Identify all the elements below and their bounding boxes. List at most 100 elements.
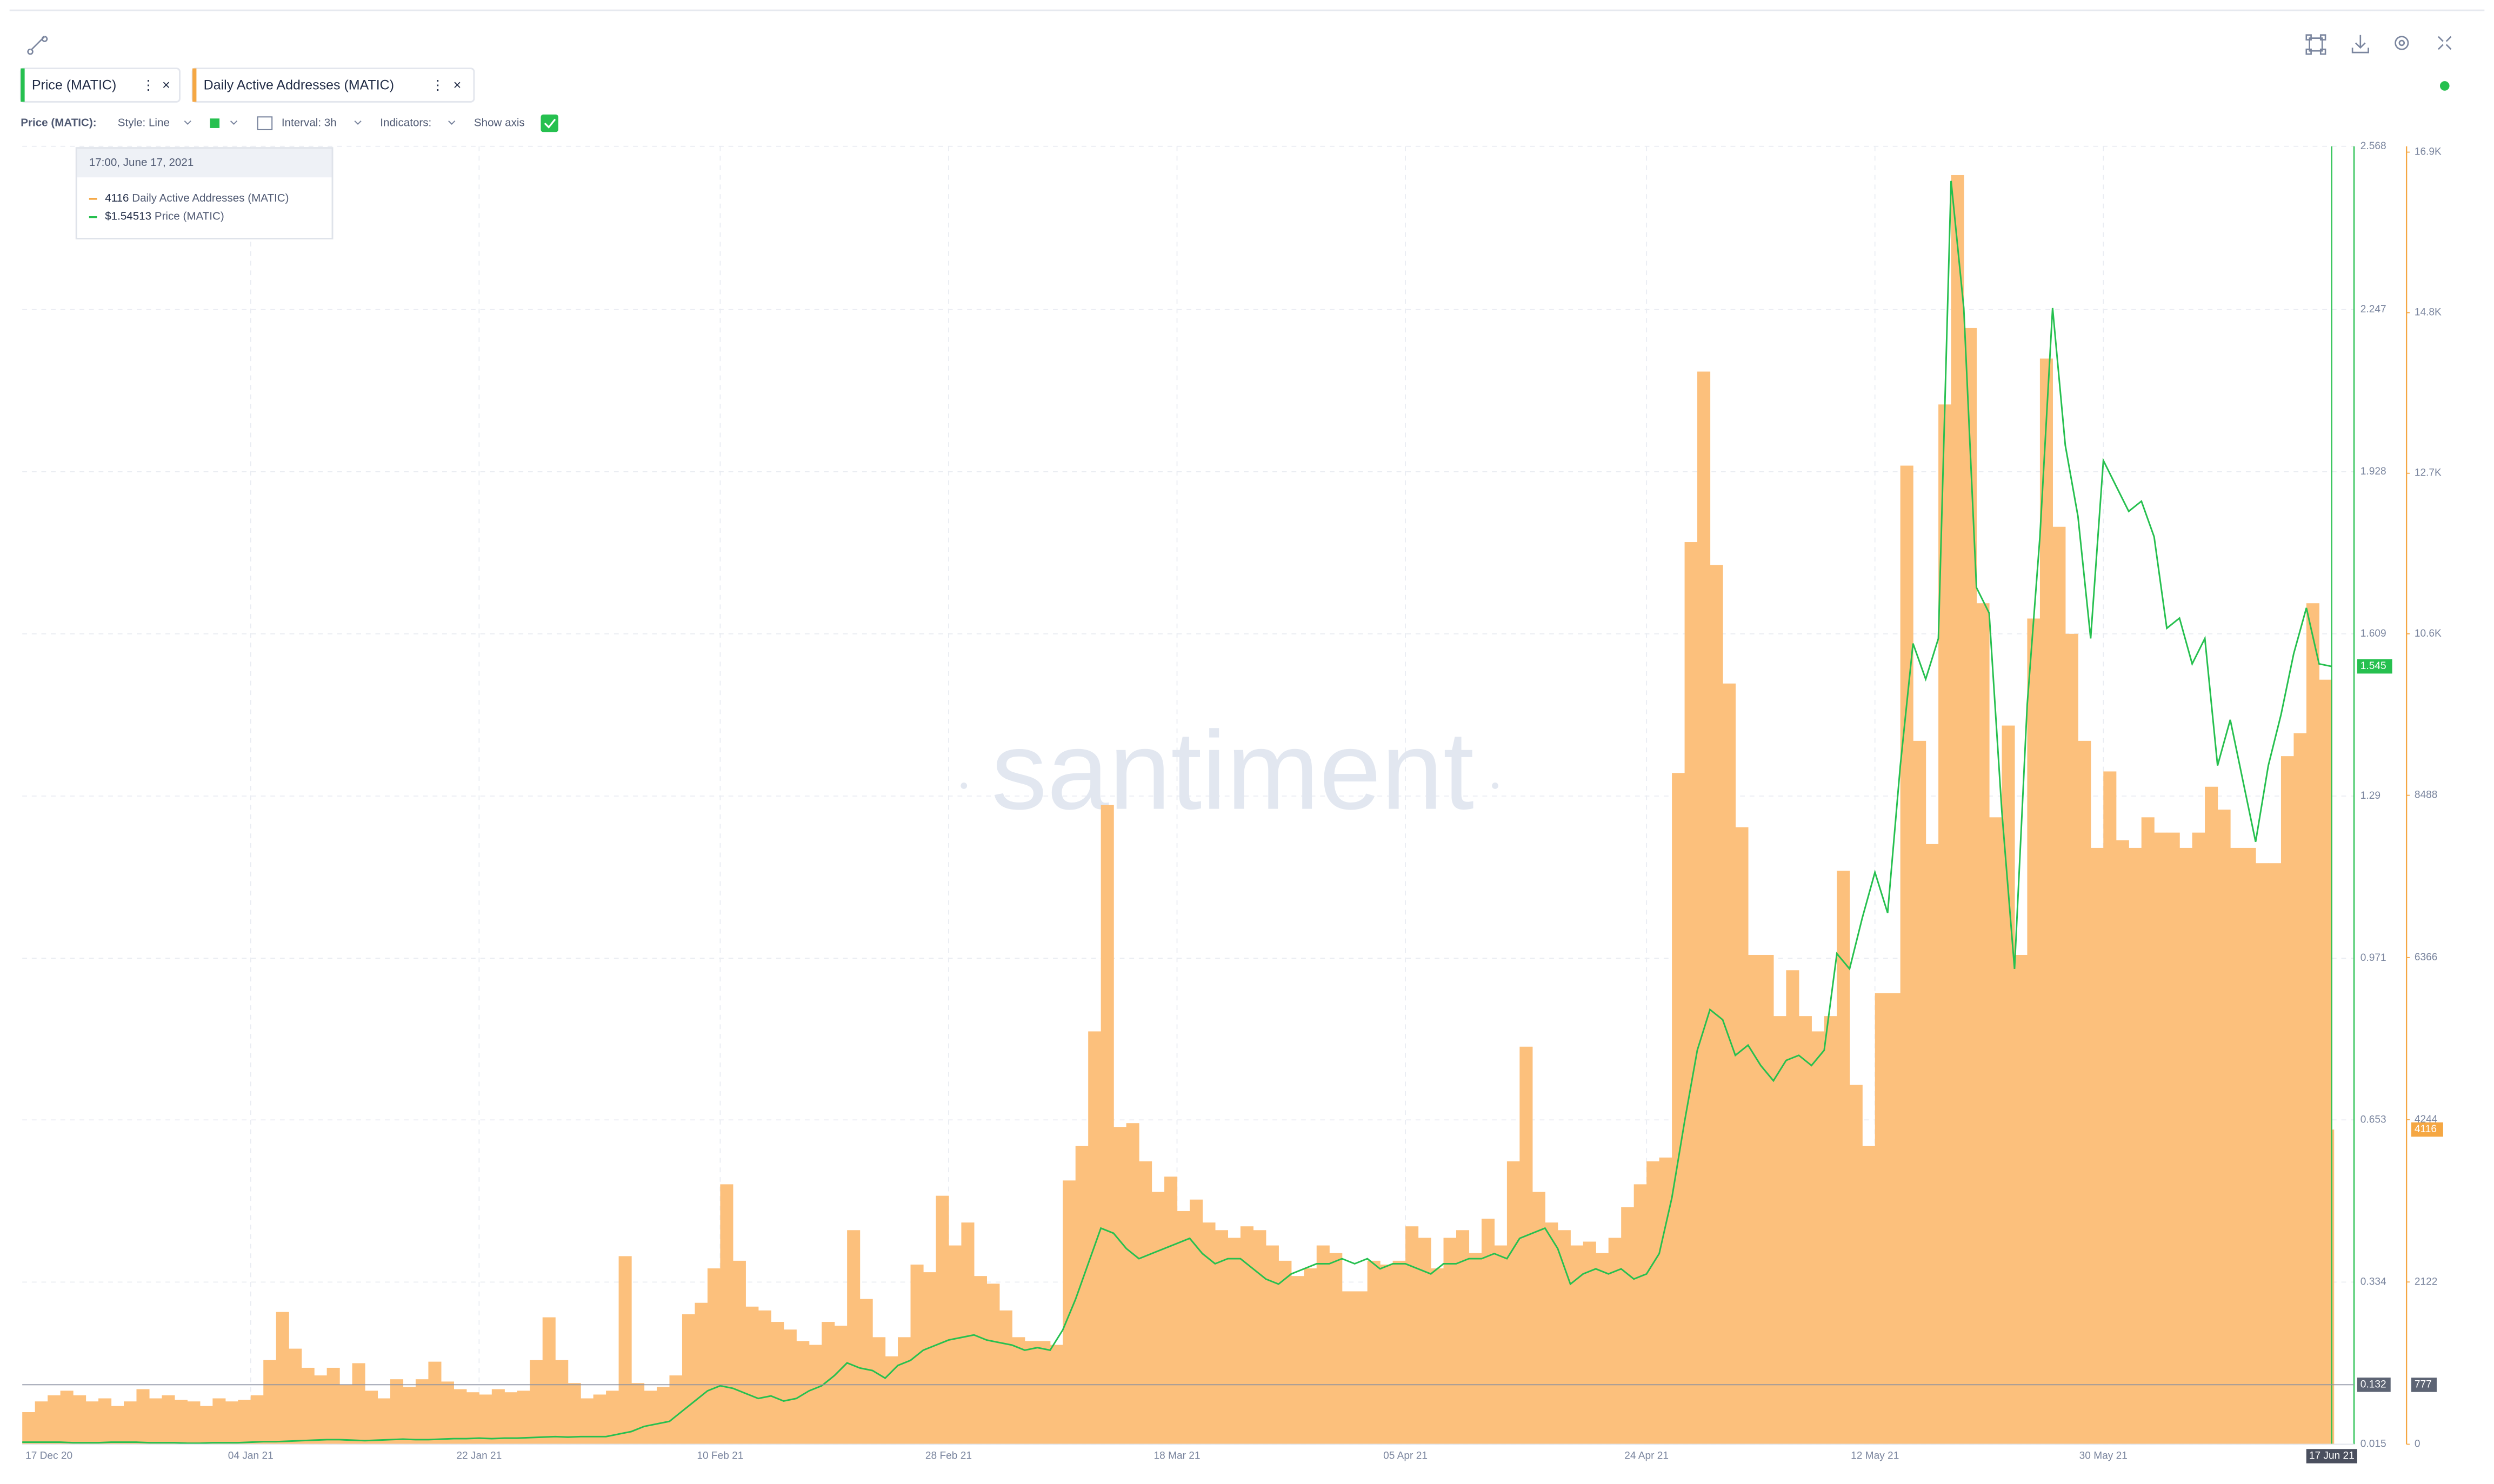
x-tick-label: 04 Jan 21 (228, 1450, 274, 1462)
bar (1304, 1268, 1317, 1445)
tooltip-row: $1.54513 Price (MATIC) (105, 210, 224, 223)
bar (1875, 993, 1888, 1445)
bar (2217, 810, 2231, 1445)
bar (326, 1367, 340, 1445)
live-dot (2439, 81, 2450, 91)
chip-close[interactable]: × (162, 78, 170, 93)
bar (1278, 1260, 1292, 1445)
bar (85, 1401, 99, 1445)
x-tick-label: 17 Dec 20 (25, 1450, 72, 1462)
bar (22, 1412, 36, 1445)
bar (872, 1337, 886, 1445)
bar (1329, 1253, 1343, 1445)
bar (1989, 817, 2003, 1445)
caret (184, 120, 191, 125)
bar (301, 1367, 315, 1445)
bar (2116, 840, 2129, 1445)
bar (2243, 847, 2256, 1445)
tooltip-time: 17:00, June 17, 2021 (89, 156, 194, 169)
bar (1786, 970, 1799, 1445)
bar (1748, 954, 1762, 1445)
bar (1862, 1146, 1876, 1445)
tooltip-row: 4116 Daily Active Addresses (MATIC) (105, 192, 289, 204)
bar (35, 1401, 48, 1445)
metric-chip[interactable]: Price (MATIC) ⋮ × (19, 68, 181, 103)
plot (22, 175, 2335, 1445)
color-select[interactable] (210, 118, 220, 128)
bar (1126, 1123, 1139, 1445)
bar (2103, 771, 2117, 1445)
style-select[interactable]: Style: Line (118, 117, 170, 129)
chip-color (21, 68, 25, 102)
bar (1050, 1345, 1063, 1445)
draw-icon[interactable] (27, 36, 48, 55)
current-label: 1.545 (2360, 660, 2386, 672)
y-tick-label: 1.609 (2360, 628, 2386, 639)
bar (2065, 633, 2078, 1445)
y2-tick-label: 8488 (2415, 790, 2438, 801)
x-tick-label: 10 Feb 21 (697, 1450, 743, 1462)
chip-menu[interactable]: ⋮ (142, 78, 155, 93)
bar (707, 1268, 721, 1445)
fullscreen-icon[interactable] (2438, 36, 2452, 50)
bar (517, 1391, 530, 1445)
x-tick-label: 17 Jun 21 (2309, 1450, 2355, 1462)
bar (1913, 740, 1926, 1445)
y-tick-label: 2.247 (2360, 304, 2386, 315)
bar (2166, 832, 2180, 1445)
bar (555, 1360, 569, 1445)
bar (289, 1348, 302, 1445)
crosshair-badge (2357, 1378, 2391, 1392)
y2-tick-label: 14.8K (2415, 307, 2442, 318)
interval-select[interactable]: Interval: 3h (282, 117, 337, 129)
x-tick-label: 18 Mar 21 (1154, 1450, 1201, 1462)
y-tick-label: 2.568 (2360, 141, 2386, 152)
bar (1532, 1192, 1545, 1445)
indicators-select[interactable]: Indicators: (380, 117, 431, 129)
bar (1164, 1176, 1178, 1445)
bar (199, 1406, 213, 1445)
shortcut-icon[interactable] (2305, 34, 2326, 55)
bar (1849, 1085, 1863, 1445)
bar (1545, 1222, 1558, 1445)
tooltip-value: 4116 (105, 192, 129, 204)
bar (1621, 1207, 1635, 1445)
y-tick-label: 1.29 (2360, 790, 2380, 801)
bar (48, 1395, 61, 1445)
bar (2192, 832, 2205, 1445)
chip-close[interactable]: × (454, 78, 462, 93)
bar (682, 1314, 696, 1445)
chip-color (192, 68, 197, 102)
bar (136, 1389, 150, 1445)
tooltip: 17:00, June 17, 2021 4116 Daily Active A… (75, 147, 334, 239)
settings-icon[interactable] (2395, 36, 2409, 50)
bar (60, 1391, 74, 1445)
download-icon[interactable] (2351, 35, 2369, 54)
x-tick-label: 24 Apr 21 (1624, 1450, 1669, 1462)
bar (1824, 1016, 1837, 1445)
bar (2027, 618, 2040, 1445)
bar (1633, 1184, 1647, 1445)
bar (2052, 526, 2066, 1445)
bar (1316, 1245, 1330, 1445)
bar (1722, 683, 1736, 1445)
bar (631, 1383, 645, 1445)
chip-menu[interactable]: ⋮ (431, 78, 444, 93)
bar (98, 1398, 112, 1445)
bar (454, 1389, 467, 1445)
crosshair-badge (2411, 1378, 2437, 1392)
watermark: santiment (991, 708, 1474, 833)
metric-chip[interactable]: Daily Active Addresses (MATIC) ⋮ × (191, 68, 475, 103)
show-axis-checkbox[interactable] (541, 114, 558, 132)
bar (2306, 603, 2319, 1445)
bar (1646, 1161, 1660, 1445)
tooltip-label: Daily Active Addresses (MATIC) (132, 192, 289, 204)
bar (339, 1385, 353, 1445)
bar (1151, 1192, 1165, 1445)
bar (568, 1383, 581, 1445)
bar (1596, 1253, 1609, 1445)
bar (1976, 603, 1990, 1445)
bar (1431, 1268, 1444, 1445)
bar (1228, 1238, 1241, 1445)
bar (225, 1401, 238, 1445)
